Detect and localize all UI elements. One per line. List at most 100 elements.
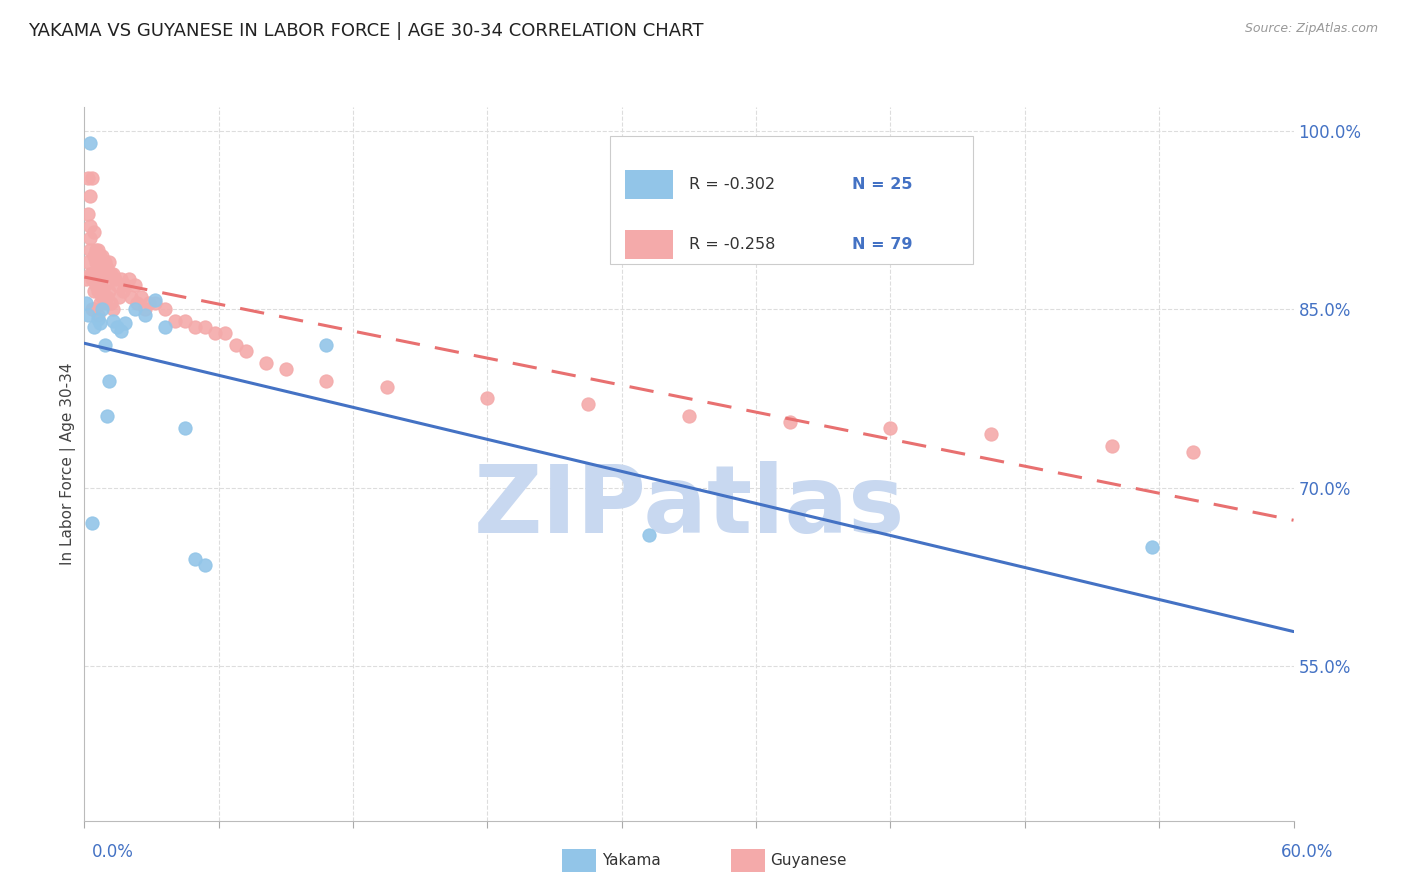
Point — [77, 308, 100, 322]
Point — [225, 338, 247, 352]
Point — [77, 254, 100, 268]
Point — [77, 207, 100, 221]
Point — [678, 409, 700, 424]
Point — [83, 285, 105, 299]
Point — [174, 314, 197, 328]
Point — [79, 219, 101, 233]
Point — [120, 290, 142, 304]
Point — [118, 272, 141, 286]
Point — [87, 311, 110, 326]
Point — [194, 558, 217, 572]
Text: N = 79: N = 79 — [852, 237, 912, 252]
Point — [204, 326, 226, 340]
Point — [83, 320, 105, 334]
Point — [100, 267, 122, 281]
Point — [101, 314, 124, 328]
Text: N = 25: N = 25 — [852, 177, 912, 192]
Point — [779, 415, 801, 429]
Point — [93, 254, 115, 268]
Point — [153, 320, 176, 334]
Point — [143, 296, 166, 310]
Point — [214, 326, 236, 340]
Point — [83, 302, 105, 317]
Point — [153, 302, 176, 317]
Bar — [624, 170, 673, 199]
Point — [82, 272, 104, 286]
Point — [110, 272, 132, 286]
Point — [143, 293, 166, 307]
Point — [184, 320, 207, 334]
Point — [82, 267, 104, 281]
Text: 60.0%: 60.0% — [1281, 843, 1333, 861]
Point — [89, 317, 111, 331]
Point — [184, 552, 207, 566]
Point — [129, 290, 152, 304]
Point — [96, 260, 118, 275]
Point — [315, 374, 337, 388]
Point — [124, 302, 146, 317]
FancyBboxPatch shape — [610, 136, 973, 264]
Point — [82, 171, 104, 186]
Point — [114, 317, 136, 331]
Point — [91, 302, 114, 317]
Point — [79, 231, 101, 245]
Point — [107, 290, 129, 304]
Point — [93, 338, 115, 352]
Point — [82, 516, 104, 531]
Text: 0.0%: 0.0% — [91, 843, 134, 861]
Point — [637, 528, 659, 542]
Point — [97, 374, 120, 388]
Point — [1181, 445, 1204, 459]
Point — [114, 278, 136, 293]
Point — [93, 278, 115, 293]
Text: Guyanese: Guyanese — [770, 854, 846, 868]
Point — [101, 267, 124, 281]
Point — [93, 296, 115, 310]
Point — [79, 243, 101, 257]
Point — [87, 308, 110, 322]
Text: ZIPatlas: ZIPatlas — [474, 460, 904, 553]
Point — [274, 361, 297, 376]
Point — [1142, 540, 1164, 554]
Point — [79, 136, 101, 150]
Point — [125, 296, 148, 310]
Text: R = -0.302: R = -0.302 — [689, 177, 775, 192]
Point — [110, 324, 132, 338]
Point — [980, 427, 1002, 442]
Point — [83, 249, 105, 263]
Point — [83, 272, 105, 286]
Point — [91, 272, 114, 286]
Point — [86, 272, 108, 286]
Point — [97, 254, 120, 268]
Point — [134, 302, 156, 317]
Point — [86, 243, 108, 257]
Point — [89, 278, 111, 293]
Point — [134, 308, 156, 322]
Text: R = -0.258: R = -0.258 — [689, 237, 775, 252]
Point — [254, 356, 277, 370]
Bar — [624, 230, 673, 259]
Point — [83, 225, 105, 239]
Point — [75, 296, 97, 310]
Point — [165, 314, 187, 328]
Point — [91, 290, 114, 304]
Point — [1101, 439, 1123, 453]
Point — [235, 343, 257, 358]
Text: Source: ZipAtlas.com: Source: ZipAtlas.com — [1244, 22, 1378, 36]
Point — [89, 249, 111, 263]
Text: Yakama: Yakama — [602, 854, 661, 868]
Point — [101, 302, 124, 317]
Point — [104, 272, 127, 286]
Point — [105, 278, 128, 293]
Point — [82, 302, 104, 317]
Point — [96, 290, 118, 304]
Point — [576, 397, 599, 411]
Point — [87, 243, 110, 257]
Point — [100, 296, 122, 310]
Point — [111, 285, 134, 299]
Point — [105, 320, 128, 334]
Point — [315, 338, 337, 352]
Point — [96, 409, 118, 424]
Point — [879, 421, 901, 435]
Point — [97, 285, 120, 299]
